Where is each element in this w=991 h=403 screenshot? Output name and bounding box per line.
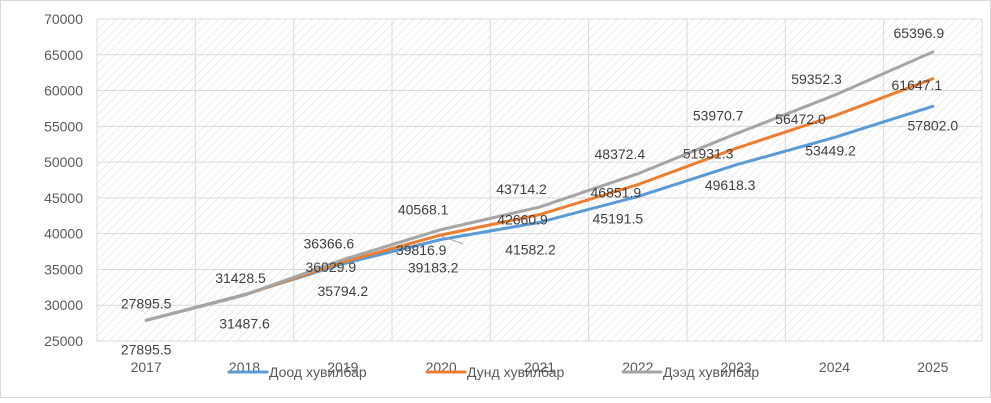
y-tick-label: 70000 bbox=[44, 11, 83, 27]
data-label: 53970.7 bbox=[693, 108, 744, 124]
data-label: 65396.9 bbox=[894, 25, 945, 41]
x-tick-label: 2021 bbox=[524, 359, 555, 375]
x-tick-label: 2024 bbox=[819, 359, 850, 375]
data-label: 36366.6 bbox=[304, 236, 355, 252]
y-tick-label: 60000 bbox=[44, 83, 83, 99]
data-label: 42660.9 bbox=[497, 212, 548, 228]
x-tick-label: 2017 bbox=[131, 359, 162, 375]
data-label: 53449.2 bbox=[805, 142, 856, 158]
data-label: 35794.2 bbox=[318, 283, 369, 299]
data-label: 51931.3 bbox=[683, 145, 734, 161]
legend: Доод хувилбар Дунд хувилбар Дээд хувилбар bbox=[227, 364, 759, 380]
gridlines bbox=[96, 18, 983, 342]
series-lines bbox=[144, 50, 935, 322]
y-tick-label: 65000 bbox=[44, 47, 83, 63]
data-label: 43714.2 bbox=[496, 181, 547, 197]
data-labels: 27895.5 31487.6 35794.2 39183.2 41582.2 45191… bbox=[121, 25, 958, 357]
data-label: 46851.9 bbox=[591, 185, 642, 201]
legend-label-0: Доод хувилбар bbox=[269, 364, 367, 380]
y-tick-label: 35000 bbox=[44, 261, 83, 277]
x-tick-label: 2025 bbox=[917, 359, 948, 375]
y-tick-label: 45000 bbox=[44, 190, 83, 206]
label-leader-line bbox=[440, 235, 464, 245]
legend-label-2: Дээд хувилбар bbox=[663, 364, 759, 380]
data-label: 39183.2 bbox=[408, 260, 459, 276]
y-tick-label: 25000 bbox=[44, 333, 83, 349]
x-tick-label: 2023 bbox=[721, 359, 752, 375]
data-label: 31428.5 bbox=[215, 270, 266, 286]
data-label: 49618.3 bbox=[705, 177, 756, 193]
y-tick-label: 55000 bbox=[44, 118, 83, 134]
legend-label-1: Дунд хувилбар bbox=[467, 364, 564, 380]
y-axis-ticks: 25000 30000 35000 40000 45000 50000 55000 60000… bbox=[44, 11, 83, 349]
plot-area bbox=[97, 19, 982, 341]
data-label: 31487.6 bbox=[219, 316, 270, 332]
series-line-2 bbox=[144, 50, 935, 322]
y-tick-label: 40000 bbox=[44, 226, 83, 242]
data-label: 48372.4 bbox=[595, 146, 646, 162]
data-label: 27895.5 bbox=[121, 295, 172, 311]
data-label: 39816.9 bbox=[396, 242, 447, 258]
data-label: 27895.5 bbox=[121, 341, 172, 357]
data-label: 40568.1 bbox=[398, 202, 449, 218]
y-tick-label: 30000 bbox=[44, 297, 83, 313]
data-label: 56472.0 bbox=[775, 111, 826, 127]
data-label: 41582.2 bbox=[505, 241, 556, 257]
data-label: 36029.9 bbox=[306, 259, 357, 275]
data-label: 57802.0 bbox=[908, 117, 959, 133]
x-tick-label: 2019 bbox=[327, 359, 358, 375]
data-label: 45191.5 bbox=[593, 211, 644, 227]
data-label: 61647.1 bbox=[892, 77, 943, 93]
y-tick-label: 50000 bbox=[44, 154, 83, 170]
data-label: 59352.3 bbox=[791, 71, 842, 87]
